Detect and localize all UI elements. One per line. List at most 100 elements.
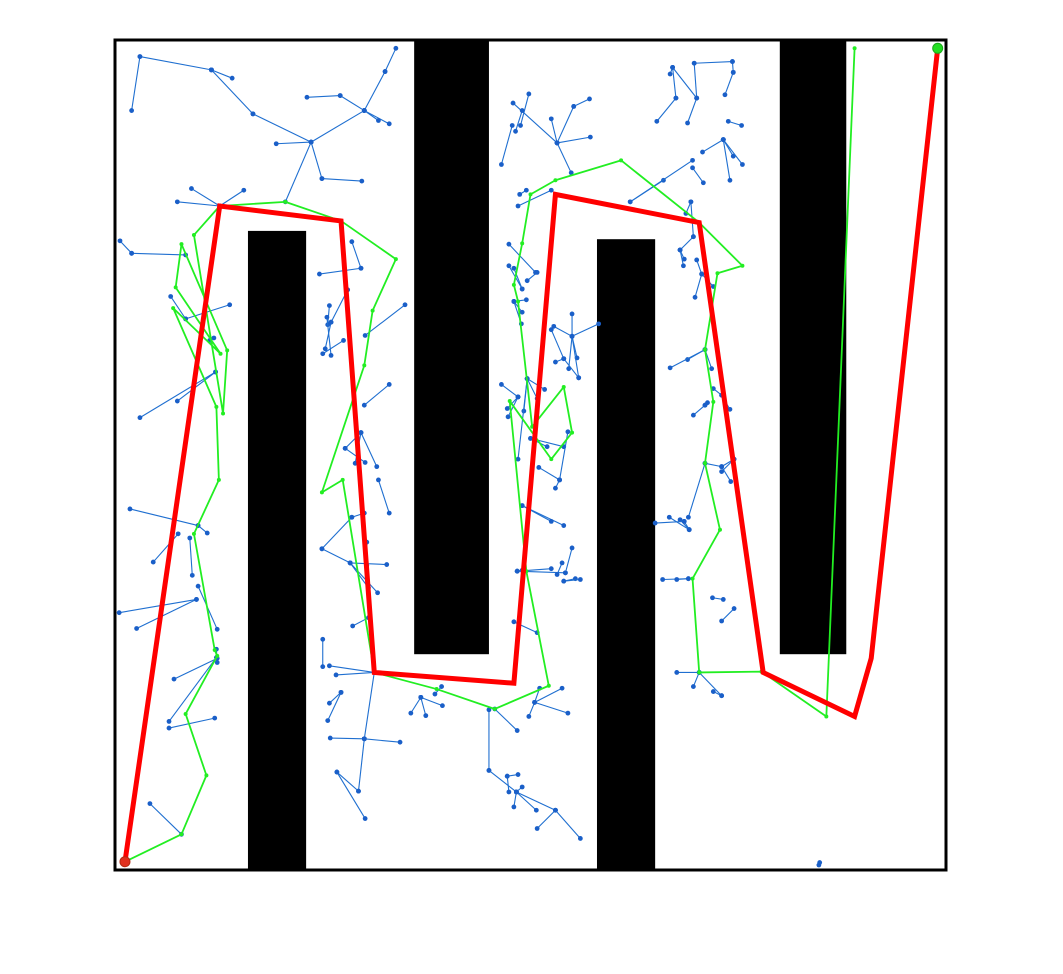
tree-node bbox=[627, 199, 633, 205]
tree-node bbox=[241, 187, 247, 193]
candidate-path-node bbox=[511, 282, 516, 287]
candidate-path-node bbox=[218, 351, 223, 356]
tree-node bbox=[565, 429, 571, 435]
tree-edge bbox=[515, 110, 523, 132]
tree-edge bbox=[488, 769, 517, 793]
candidate-path-node bbox=[553, 178, 558, 183]
tree-node bbox=[250, 111, 256, 117]
tree-node bbox=[523, 297, 529, 303]
tree-node bbox=[725, 118, 731, 124]
final-path-group bbox=[122, 48, 941, 863]
tree-node bbox=[326, 663, 332, 669]
tree-edge bbox=[211, 69, 233, 79]
candidate-path-node bbox=[492, 706, 497, 711]
tree-node bbox=[571, 104, 577, 109]
tree-edge bbox=[694, 273, 703, 298]
tree-node bbox=[561, 578, 567, 584]
tree-node bbox=[511, 619, 517, 625]
tree-edge bbox=[322, 339, 344, 355]
tree-node bbox=[719, 469, 725, 474]
candidate-path-node bbox=[528, 192, 533, 197]
tree-edge bbox=[357, 738, 365, 792]
tree-edge bbox=[698, 672, 723, 697]
tree-node bbox=[576, 375, 582, 381]
obstacle-group bbox=[247, 40, 847, 870]
tree-node bbox=[137, 415, 143, 421]
tree-node bbox=[515, 456, 521, 462]
tree-node bbox=[509, 123, 515, 128]
tree-edge bbox=[321, 178, 362, 182]
tree-node bbox=[423, 713, 429, 719]
tree-edge bbox=[329, 665, 375, 674]
tree-node bbox=[175, 531, 181, 537]
tree-node bbox=[326, 303, 332, 308]
tree-node bbox=[557, 477, 562, 483]
tree-edge bbox=[693, 63, 698, 99]
tree-edge bbox=[336, 771, 359, 792]
tree-node bbox=[722, 92, 728, 98]
tree-node bbox=[333, 672, 339, 678]
tree-node bbox=[349, 239, 355, 245]
tree-node bbox=[652, 520, 658, 526]
tree-node bbox=[515, 394, 521, 400]
tree-node bbox=[553, 359, 558, 365]
tree-edge bbox=[349, 562, 379, 594]
tree-node bbox=[166, 719, 172, 724]
tree-edge bbox=[553, 325, 573, 337]
candidate-path-node bbox=[690, 576, 695, 581]
tree-node bbox=[432, 691, 438, 697]
tree-edge bbox=[339, 95, 365, 112]
tree-node bbox=[374, 464, 380, 470]
tree-node bbox=[731, 606, 737, 611]
tree-edge bbox=[363, 672, 375, 739]
tree-edge bbox=[129, 508, 199, 527]
tree-edge bbox=[506, 776, 510, 793]
tree-node bbox=[511, 265, 517, 271]
tree-edge bbox=[276, 141, 312, 145]
tree-node bbox=[674, 670, 680, 675]
tree-node bbox=[519, 108, 525, 113]
tree-edge bbox=[360, 432, 378, 467]
marker-group bbox=[119, 42, 944, 868]
tree-node bbox=[519, 309, 525, 315]
tree-edge bbox=[564, 547, 573, 574]
tree-node bbox=[719, 693, 725, 699]
tree-node bbox=[168, 294, 174, 299]
tree-node bbox=[517, 191, 523, 197]
tree-edge bbox=[568, 336, 573, 369]
tree-node bbox=[308, 139, 314, 145]
tree-node bbox=[386, 510, 392, 516]
tree-node bbox=[569, 333, 575, 339]
tree-node bbox=[690, 234, 696, 240]
tree-node bbox=[486, 768, 492, 773]
tree-node bbox=[563, 570, 568, 576]
tree-edge bbox=[563, 358, 580, 379]
tree-node bbox=[727, 406, 733, 412]
tree-edge bbox=[252, 113, 312, 143]
tree-node bbox=[667, 71, 673, 77]
tree-edge bbox=[704, 462, 722, 468]
candidate-path-node bbox=[215, 653, 220, 658]
tree-node bbox=[347, 560, 353, 566]
candidate-path-node bbox=[703, 347, 708, 352]
tree-node bbox=[320, 664, 326, 670]
tree-node bbox=[326, 700, 332, 706]
tree-node bbox=[195, 583, 201, 589]
tree-edge bbox=[692, 672, 700, 687]
tree-edge bbox=[692, 167, 704, 184]
tree-edge bbox=[170, 296, 187, 320]
tree-node bbox=[690, 165, 695, 171]
tree-node bbox=[727, 177, 733, 183]
tree-node bbox=[568, 170, 574, 176]
candidate-path-node bbox=[507, 399, 512, 404]
tree-node bbox=[569, 545, 575, 551]
tree-node bbox=[499, 162, 504, 167]
tree-node bbox=[700, 149, 705, 155]
tree-edge bbox=[672, 67, 677, 99]
tree-edge bbox=[550, 329, 565, 359]
tree-edge bbox=[364, 738, 401, 743]
tree-edge bbox=[168, 657, 217, 722]
tree-edge bbox=[319, 267, 362, 275]
candidate-path-node bbox=[225, 348, 230, 353]
candidate-path-node bbox=[824, 714, 829, 719]
